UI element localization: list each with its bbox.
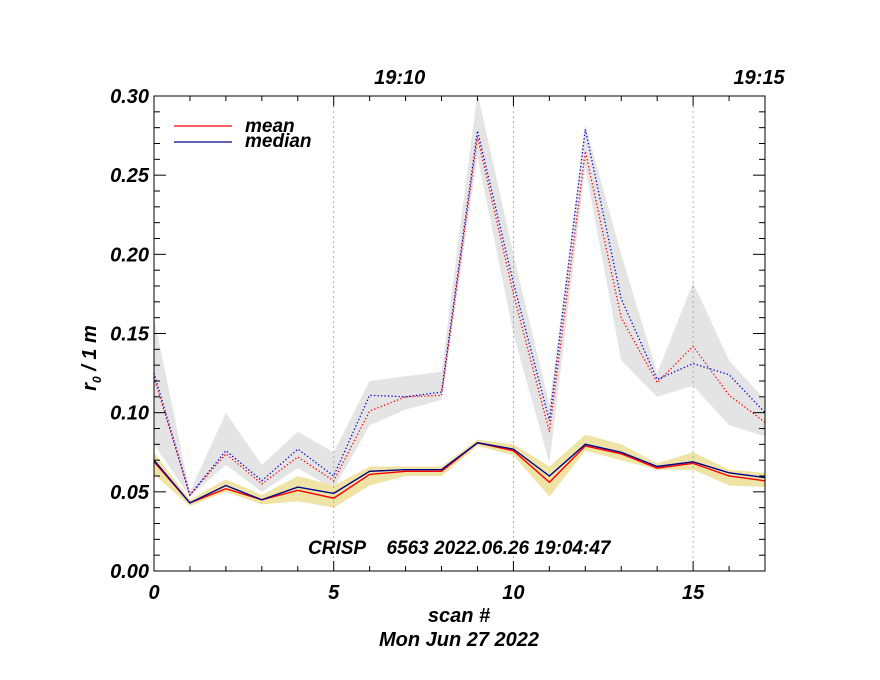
- dotted-mean-line: [153, 137, 766, 497]
- y-tick-label-2: 0.10: [110, 403, 149, 425]
- y-axis-label-r: r: [79, 382, 101, 391]
- x-axis-label: scan #: [428, 605, 491, 627]
- dotted-median-line: [153, 129, 766, 497]
- gray-range-band: [154, 92, 765, 497]
- date-label: Mon Jun 27 2022: [379, 629, 539, 651]
- y-tick-label-6: 0.30: [110, 86, 149, 108]
- x-tick-label-0: 0: [148, 582, 159, 604]
- vertical-gridlines: [333, 96, 694, 571]
- top-axis-time-label-1: 19:15: [734, 67, 786, 89]
- top-axis-time-label-0: 19:10: [374, 67, 425, 89]
- y-axis-label: r0 / 1 m: [79, 325, 104, 391]
- y-tick-label-5: 0.25: [110, 165, 150, 187]
- annotation-label: CRISP 6563 2022.06.26 19:04:47: [308, 538, 612, 559]
- legend-median-label: median: [245, 131, 312, 152]
- x-tick-label-15: 15: [682, 582, 705, 604]
- series-lines: [153, 129, 766, 504]
- axes: [153, 95, 766, 572]
- yellow-range-band: [154, 434, 765, 508]
- y-tick-label-1: 0.05: [110, 482, 150, 504]
- y-axis-label-subscript: 0: [90, 376, 104, 383]
- tick-labels: 0 5 10 15 0.00 0.05 0.10 0.15 0.20 0.25 0.30 19:10 1…: [110, 67, 786, 604]
- legend: mean median: [174, 116, 312, 152]
- svg-text:r0 / 1 m: r0 / 1 m: [79, 325, 104, 391]
- solid-median-line: [153, 442, 766, 504]
- y-tick-label-4: 0.20: [110, 244, 149, 266]
- x-tick-label-10: 10: [502, 582, 524, 604]
- y-tick-label-3: 0.15: [110, 324, 150, 346]
- y-axis-label-rest: / 1 m: [79, 325, 101, 376]
- y-tick-label-0: 0.00: [110, 561, 149, 583]
- x-tick-label-5: 5: [328, 582, 340, 604]
- range-bands: [154, 92, 765, 508]
- legend-mean-label: mean: [245, 116, 295, 137]
